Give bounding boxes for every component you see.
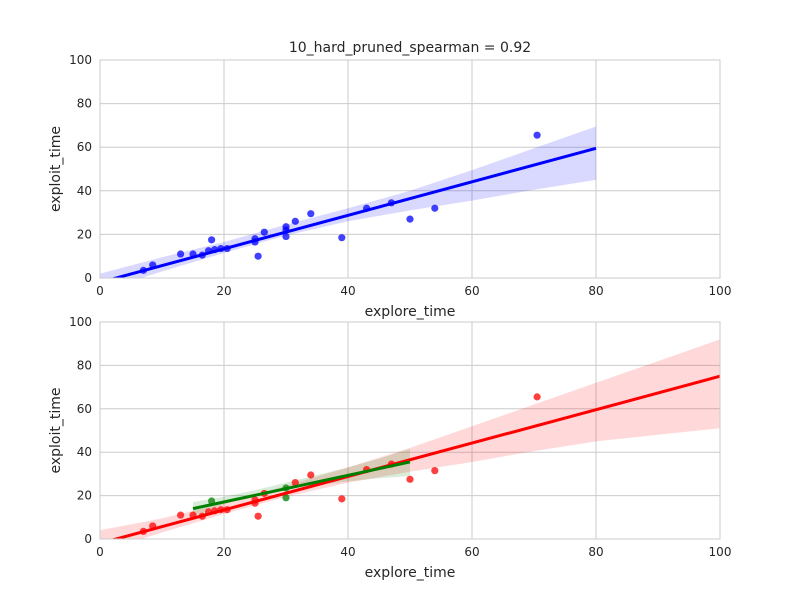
x-tick-label-1-20: 20	[216, 284, 231, 298]
axes-2: 0 20 40 60 80 100 0 20 40 60 80 100 explore_time expl…	[48, 315, 731, 581]
confidence-band-1-1	[100, 126, 596, 278]
x-tick-label-1-100: 100	[709, 284, 732, 298]
y-tick-label-2-0: 0	[84, 532, 92, 546]
data-point-1-1-7	[208, 236, 216, 244]
plot-area-1	[100, 60, 720, 278]
data-point-2-1-15	[307, 471, 315, 479]
y-tick-label-2-60: 60	[77, 402, 92, 416]
x-axis-label-2: explore_time	[365, 565, 456, 581]
data-point-1-1-20	[338, 234, 346, 242]
x-tick-label-2-80: 80	[588, 545, 603, 559]
regression-line-2-2	[192, 460, 411, 511]
plot-frame-1	[99, 59, 721, 279]
x-tick-label-1-80: 80	[588, 284, 603, 298]
y-tick-label-1-80: 80	[77, 97, 92, 111]
axes-1: 0 20 40 60 80 100 0 20 40 60 80 100 explore_time expl…	[48, 53, 731, 320]
data-point-2-1-3	[177, 511, 185, 519]
x-tick-label-1-60: 60	[464, 284, 479, 298]
y-tick-label-2-40: 40	[77, 445, 92, 459]
data-point-1-1-13	[254, 252, 262, 260]
data-point-2-2-2	[282, 494, 290, 502]
data-point-1-1-17	[282, 232, 290, 241]
data-point-1-1-18	[291, 217, 299, 225]
data-point-1-1-14	[260, 228, 268, 236]
x-tick-label-2-20: 20	[216, 545, 231, 559]
y-tick-label-2-80: 80	[77, 358, 92, 372]
data-point-2-1-16	[338, 495, 346, 503]
y-tick-label-1-0: 0	[84, 271, 92, 285]
x-tick-label-2-0: 0	[96, 545, 104, 559]
x-tick-label-1-0: 0	[96, 284, 104, 298]
confidence-band-2-1	[100, 339, 720, 539]
data-point-1-1-23	[406, 215, 414, 223]
plot-area-2	[100, 322, 720, 539]
data-point-2-1-19	[406, 475, 414, 483]
regression-line-1-1	[110, 146, 597, 278]
x-tick-label-2-60: 60	[464, 545, 479, 559]
plot-frame-2	[99, 321, 721, 540]
data-point-2-1-12	[254, 512, 262, 520]
y-tick-label-1-60: 60	[77, 140, 92, 154]
chart-title: 10_hard_pruned_spearman = 0.92	[289, 40, 531, 56]
y-axis-label-2: exploit_time	[48, 387, 64, 473]
data-point-2-1-20	[431, 467, 439, 475]
y-axis-label-1: exploit_time	[48, 126, 64, 212]
regression-line-2-1	[110, 374, 720, 539]
plot-content-1	[100, 126, 597, 278]
y-tick-label-2-100: 100	[69, 315, 92, 329]
x-tick-label-2-40: 40	[340, 545, 355, 559]
data-point-1-1-24	[431, 204, 439, 212]
data-point-1-1-25	[533, 131, 541, 139]
data-point-2-1-14	[291, 478, 299, 487]
y-tick-label-2-20: 20	[77, 489, 92, 503]
confidence-band-2-2	[193, 448, 410, 517]
x-tick-label-2-100: 100	[709, 545, 732, 559]
data-point-1-1-19	[307, 210, 315, 218]
data-point-2-1-21	[533, 393, 541, 401]
y-tick-label-1-100: 100	[69, 53, 92, 67]
data-point-1-1-3	[177, 250, 185, 258]
y-tick-label-1-40: 40	[77, 184, 92, 198]
x-axis-label-1: explore_time	[365, 304, 456, 320]
y-tick-label-1-20: 20	[77, 227, 92, 241]
plot-content-2	[100, 339, 720, 539]
x-tick-label-1-40: 40	[340, 284, 355, 298]
